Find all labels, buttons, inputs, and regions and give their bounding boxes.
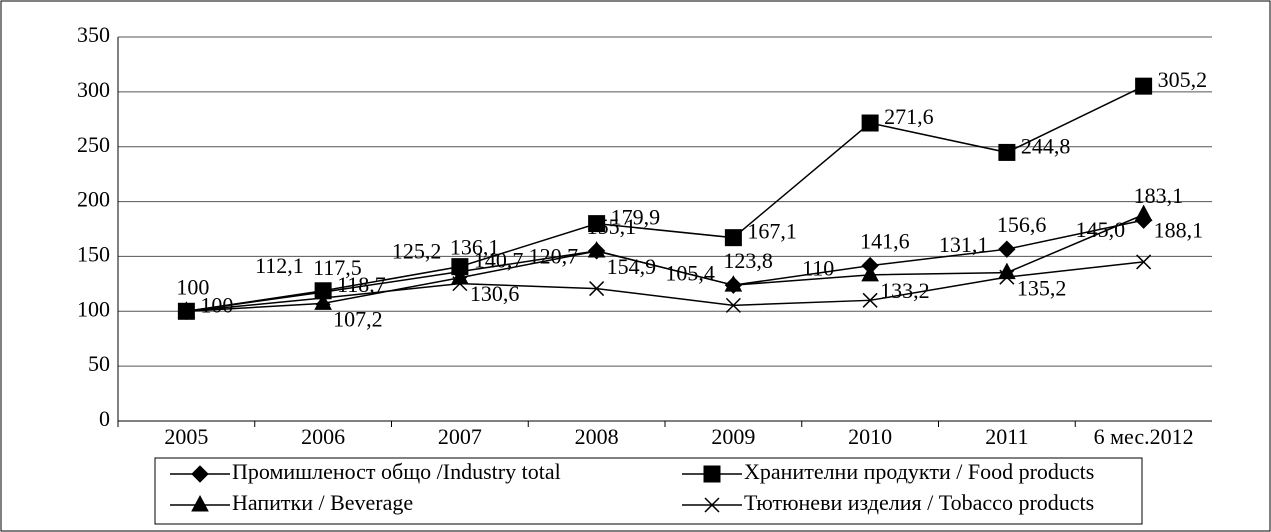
data-point (1134, 204, 1153, 222)
data-label: 156,6 (997, 212, 1047, 237)
x-tick-label: 2011 (985, 424, 1028, 449)
data-point (724, 275, 743, 292)
legend-label: Промишленост общо /Industry total (232, 459, 561, 484)
legend-marker (704, 497, 720, 513)
legend-label: Напитки / Beverage (232, 490, 413, 515)
legend-marker (191, 494, 209, 512)
data-point (998, 240, 1016, 258)
data-label: 305,2 (1158, 67, 1208, 92)
data-label: 188,1 (1154, 218, 1204, 243)
x-tick-label: 2006 (301, 424, 345, 449)
y-tick-label: 200 (77, 187, 110, 212)
data-label: 135,2 (1017, 276, 1067, 301)
data-point (315, 290, 331, 306)
legend-box (154, 457, 1143, 525)
legend-label: Хранителни продукти / Food products (744, 459, 1094, 484)
x-tick-label: 2005 (164, 424, 208, 449)
data-point (1135, 77, 1153, 95)
legend-marker (191, 465, 209, 483)
legend-marker (703, 465, 721, 483)
data-point (861, 264, 879, 282)
x-tick-label: 2009 (711, 424, 755, 449)
data-label: 154,9 (607, 254, 657, 279)
x-tick-label: 2007 (438, 424, 482, 449)
data-label: 271,6 (884, 104, 934, 129)
y-tick-label: 50 (88, 351, 110, 376)
data-point (724, 229, 742, 247)
series-line (186, 213, 1144, 313)
series-line (186, 261, 1144, 313)
data-label: 112,1 (255, 253, 304, 278)
y-tick-label: 250 (77, 132, 110, 157)
data-point (998, 262, 1016, 280)
data-label: 107,2 (333, 306, 383, 331)
data-label: 244,8 (1021, 133, 1071, 158)
data-label: 136,1 (450, 235, 500, 260)
data-point (1136, 254, 1152, 270)
y-tick-label: 100 (77, 296, 110, 321)
data-label: 120,7 (529, 244, 579, 269)
data-label: 167,1 (747, 219, 797, 244)
data-point (589, 281, 605, 297)
data-label: 123,8 (723, 248, 773, 273)
data-label: 183,1 (1134, 183, 1184, 208)
data-label: 179,9 (611, 205, 661, 230)
data-label: 117,5 (313, 255, 362, 280)
data-label: 133,2 (880, 278, 930, 303)
x-tick-label: 2008 (575, 424, 619, 449)
y-tick-label: 0 (99, 406, 110, 431)
data-label: 105,4 (665, 260, 715, 285)
data-point (725, 297, 741, 313)
data-label: 131,1 (939, 232, 989, 257)
data-label: 110 (802, 255, 834, 280)
y-tick-label: 300 (77, 77, 110, 102)
data-point (177, 301, 196, 318)
y-tick-label: 350 (77, 22, 110, 47)
data-point (587, 240, 606, 258)
data-label: 141,6 (860, 229, 910, 254)
data-point (999, 269, 1015, 285)
data-point (861, 114, 879, 132)
data-label: 100 (200, 292, 233, 317)
data-point (178, 303, 194, 319)
x-tick-label: 2010 (848, 424, 892, 449)
data-point (862, 292, 878, 308)
data-label: 125,2 (392, 239, 442, 264)
legend-label: Тютюневи изделия / Tobacco products (744, 490, 1094, 515)
y-tick-label: 150 (77, 241, 110, 266)
data-label: 140,7 (474, 248, 524, 273)
series-line (186, 85, 1144, 313)
x-tick-label: 6 мес.2012 (1094, 424, 1194, 449)
data-label: 145,0 (1076, 217, 1126, 242)
data-label: 100 (176, 274, 209, 299)
data-point (998, 143, 1016, 161)
data-point (452, 276, 468, 292)
data-point (588, 215, 606, 233)
